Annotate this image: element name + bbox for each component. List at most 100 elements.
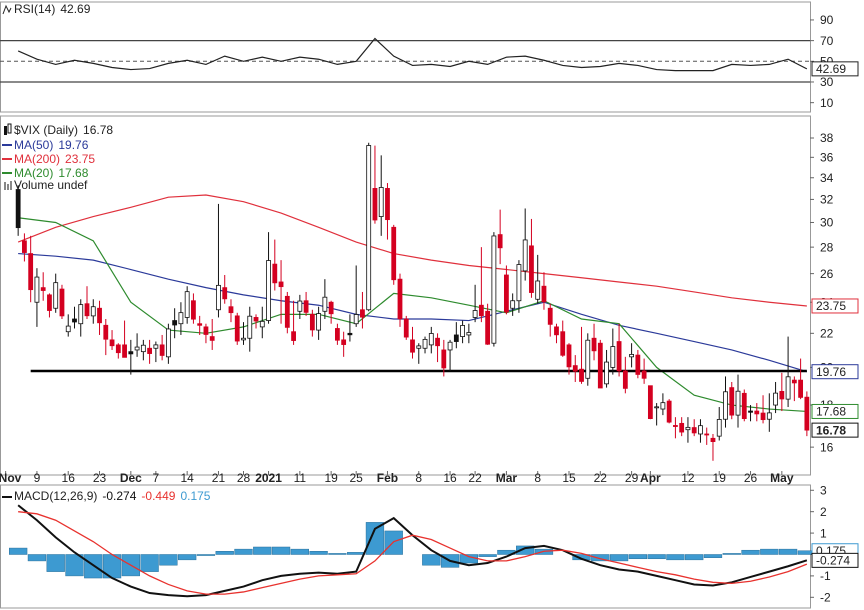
histogram-bar: [215, 551, 234, 555]
candle-body: [723, 391, 728, 420]
histogram-bar: [9, 547, 28, 555]
histogram-bar: [703, 554, 723, 558]
candle-body: [90, 306, 96, 317]
x-tick-label: Feb: [377, 471, 398, 485]
candle-body: [491, 235, 497, 344]
y-tick-label: 38: [820, 131, 834, 145]
candle-body: [353, 314, 359, 325]
macd-line: [18, 511, 808, 595]
x-tick-label: 21: [212, 471, 226, 485]
x-tick-label: 25: [349, 471, 363, 485]
candle-body: [253, 317, 259, 322]
candle-body: [485, 310, 491, 345]
y-tick-label: 22: [820, 326, 834, 340]
value-tag: 23.75: [816, 299, 846, 313]
histogram-bar: [309, 551, 328, 555]
candle-body: [391, 226, 397, 281]
x-tick-label: 29: [625, 471, 639, 485]
candle-body: [334, 328, 340, 341]
legend-icon: [4, 126, 7, 135]
value-tag-box: [811, 364, 859, 380]
histogram-bar: [253, 546, 272, 555]
x-tick-label: 22: [468, 471, 482, 485]
candle-body: [309, 313, 315, 331]
candle-body: [716, 419, 722, 437]
candle-body: [109, 339, 115, 347]
histogram-bar: [65, 554, 84, 577]
histogram-bar: [178, 554, 197, 561]
legend-value: 17.68: [58, 166, 88, 180]
candle-body: [522, 239, 528, 272]
value-tag: 42.69: [816, 62, 846, 76]
legend-value: 42.69: [60, 2, 90, 16]
candle-body: [497, 234, 503, 249]
candle-body: [128, 351, 134, 355]
candle-body: [422, 338, 428, 349]
legend-label: MACD(12,26,9): [14, 489, 97, 503]
candle-body: [322, 296, 328, 312]
histogram-bar: [778, 548, 798, 555]
candle-body: [779, 391, 785, 400]
candle-body: [466, 332, 472, 336]
candle-body: [385, 188, 390, 221]
candle-body: [366, 145, 372, 311]
x-tick-label: 16: [62, 471, 76, 485]
candle-body: [510, 300, 516, 309]
candle-body: [698, 425, 703, 435]
candle-body: [103, 324, 109, 340]
y-tick-label: 30: [820, 75, 834, 89]
candle-body: [72, 318, 77, 323]
candle-body: [647, 385, 653, 420]
y-tick-label: 34: [820, 171, 834, 185]
candle-body: [316, 313, 322, 331]
candle-body: [472, 310, 478, 318]
candle-body: [397, 278, 403, 320]
candle-body: [178, 312, 184, 325]
histogram-bar: [516, 545, 535, 555]
candle-body: [554, 326, 559, 336]
candle-body: [629, 354, 634, 358]
candle-body: [360, 309, 365, 318]
candle-body: [34, 276, 40, 303]
histogram-bar: [572, 554, 591, 561]
histogram-bar: [159, 554, 178, 566]
y-tick-label: 2: [820, 505, 827, 519]
histogram-bar: [27, 554, 47, 562]
candle-body: [710, 437, 716, 442]
candle-body: [572, 365, 578, 372]
legend-entry: MA(50) 19.76: [14, 138, 89, 152]
value-tag-box: [811, 422, 859, 438]
y-tick-label: -1: [820, 569, 831, 583]
candle-body: [654, 406, 660, 409]
histogram-bar: [760, 548, 779, 555]
histogram-bar: [628, 554, 647, 560]
histogram-bar: [685, 554, 704, 561]
histogram-bar: [459, 554, 478, 564]
candle-body: [729, 387, 735, 416]
candle-body: [84, 303, 90, 317]
candle-body: [184, 291, 190, 318]
legend-entry: MA(200) 23.75: [14, 152, 95, 166]
candle-body: [40, 287, 46, 291]
candle-body: [547, 307, 553, 325]
legend-entry: MA(20) 17.68: [14, 166, 89, 180]
legend-value: 19.76: [58, 138, 88, 152]
histogram-bar: [328, 553, 347, 555]
candle-body: [529, 245, 534, 293]
y-tick-label: 90: [820, 13, 834, 27]
histogram-bar: [347, 552, 366, 555]
legend: $VIX (Daily) 16.78: [14, 123, 113, 137]
legend-icon: [2, 4, 12, 15]
legend-icon: [10, 181, 12, 190]
candle-body: [447, 341, 453, 351]
value-tag-box: [811, 298, 859, 314]
candle-body: [165, 328, 171, 358]
histogram-bar: [609, 554, 629, 562]
histogram-bar: [741, 549, 760, 555]
y-tick-label: 36: [820, 150, 834, 164]
candle-body: [47, 294, 52, 311]
candle-body: [28, 253, 34, 291]
candle-body: [535, 280, 541, 300]
candle-body: [122, 344, 127, 358]
candle-body: [372, 188, 378, 221]
